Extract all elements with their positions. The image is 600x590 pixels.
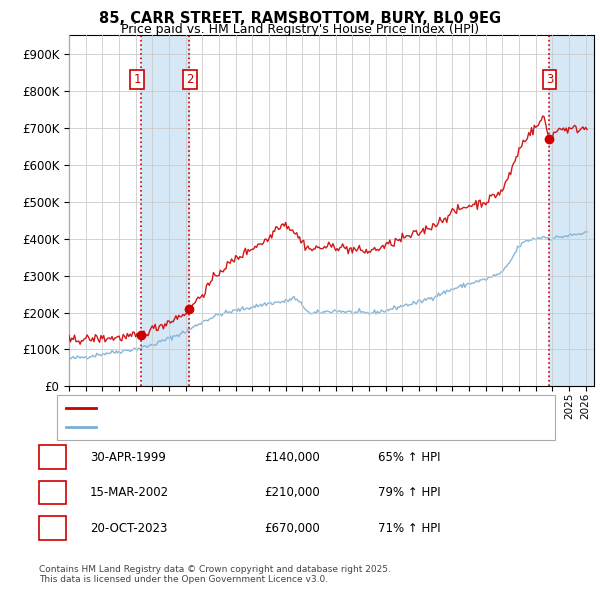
Text: £210,000: £210,000 xyxy=(264,486,320,499)
Text: Contains HM Land Registry data © Crown copyright and database right 2025.
This d: Contains HM Land Registry data © Crown c… xyxy=(39,565,391,584)
Text: £140,000: £140,000 xyxy=(264,451,320,464)
Text: 3: 3 xyxy=(48,522,57,535)
Text: HPI: Average price, detached house, Bury: HPI: Average price, detached house, Bury xyxy=(102,422,330,432)
Text: 20-OCT-2023: 20-OCT-2023 xyxy=(90,522,167,535)
Text: 79% ↑ HPI: 79% ↑ HPI xyxy=(378,486,440,499)
Text: 30-APR-1999: 30-APR-1999 xyxy=(90,451,166,464)
Text: Price paid vs. HM Land Registry's House Price Index (HPI): Price paid vs. HM Land Registry's House … xyxy=(121,23,479,36)
Bar xyxy=(549,35,594,386)
Text: 71% ↑ HPI: 71% ↑ HPI xyxy=(378,522,440,535)
Text: 2: 2 xyxy=(48,486,57,499)
Text: 1: 1 xyxy=(48,451,57,464)
Bar xyxy=(141,35,189,386)
Text: 65% ↑ HPI: 65% ↑ HPI xyxy=(378,451,440,464)
Text: 85, CARR STREET, RAMSBOTTOM, BURY, BL0 9EG (detached house): 85, CARR STREET, RAMSBOTTOM, BURY, BL0 9… xyxy=(102,403,472,412)
Text: 85, CARR STREET, RAMSBOTTOM, BURY, BL0 9EG: 85, CARR STREET, RAMSBOTTOM, BURY, BL0 9… xyxy=(99,11,501,27)
Text: 3: 3 xyxy=(546,73,554,86)
Text: £670,000: £670,000 xyxy=(264,522,320,535)
Text: 2: 2 xyxy=(186,73,194,86)
Text: 1: 1 xyxy=(133,73,141,86)
Text: 15-MAR-2002: 15-MAR-2002 xyxy=(90,486,169,499)
